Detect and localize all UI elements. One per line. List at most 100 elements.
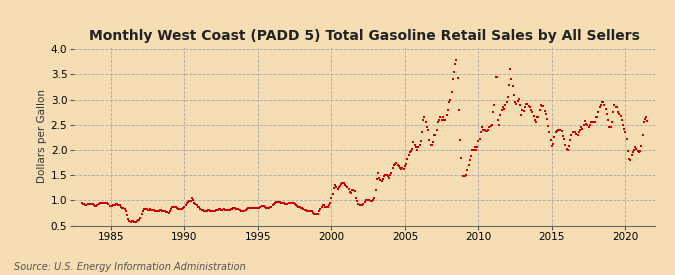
Point [182, 201, 192, 205]
Point [173, 207, 184, 211]
Point [362, 198, 373, 202]
Point [588, 120, 599, 125]
Point [603, 117, 614, 122]
Point [502, 95, 513, 99]
Point [474, 137, 485, 141]
Point [243, 206, 254, 211]
Point [141, 207, 152, 211]
Point [379, 174, 389, 178]
Point [337, 180, 348, 185]
Point [292, 204, 302, 208]
Point [270, 201, 281, 205]
Point [194, 205, 205, 210]
Point [568, 130, 579, 134]
Point [267, 203, 278, 208]
Point [265, 205, 275, 210]
Point [439, 117, 450, 122]
Point [353, 202, 364, 206]
Point [370, 188, 381, 192]
Point [321, 205, 332, 209]
Point [282, 202, 293, 207]
Point [554, 128, 564, 132]
Point [566, 133, 577, 137]
Point [99, 201, 110, 205]
Point [206, 209, 217, 213]
Point [632, 149, 643, 153]
Point [134, 218, 144, 222]
Point [87, 202, 98, 207]
Point [288, 201, 299, 205]
Point [547, 142, 558, 146]
Point [421, 120, 431, 125]
Point [387, 165, 398, 170]
Point [158, 209, 169, 213]
Point [78, 202, 88, 206]
Point [311, 212, 322, 216]
Point [271, 200, 281, 204]
Point [389, 163, 400, 167]
Point [157, 209, 168, 213]
Point [406, 149, 416, 154]
Point [180, 203, 191, 208]
Point [179, 205, 190, 209]
Point [333, 185, 344, 189]
Point [252, 206, 263, 211]
Point [300, 208, 311, 213]
Point [606, 120, 617, 125]
Point [88, 203, 99, 208]
Point [431, 128, 442, 132]
Point [565, 138, 576, 142]
Point [613, 110, 624, 114]
Point [315, 207, 326, 211]
Point [396, 167, 406, 171]
Point [174, 207, 185, 211]
Point [102, 201, 113, 205]
Point [448, 77, 458, 82]
Point [517, 108, 528, 112]
Point [490, 75, 501, 79]
Point [442, 108, 453, 112]
Point [107, 204, 117, 208]
Point [155, 208, 165, 213]
Point [278, 201, 289, 205]
Point [296, 206, 307, 211]
Point [589, 120, 600, 125]
Point [105, 204, 116, 208]
Point [211, 208, 222, 213]
Point [136, 212, 147, 217]
Point [248, 206, 259, 211]
Point [499, 106, 510, 111]
Point [125, 220, 136, 224]
Point [630, 145, 641, 150]
Point [279, 202, 290, 206]
Point [256, 204, 267, 208]
Point [250, 206, 261, 211]
Point [568, 130, 578, 134]
Point [272, 200, 283, 204]
Point [523, 103, 534, 108]
Point [468, 148, 479, 152]
Point [329, 183, 340, 188]
Point [188, 198, 198, 202]
Point [306, 209, 317, 214]
Point [626, 153, 637, 157]
Point [189, 201, 200, 205]
Point [539, 109, 550, 113]
Point [81, 203, 92, 207]
Point [424, 138, 435, 142]
Point [454, 108, 464, 112]
Point [96, 201, 107, 205]
Point [132, 219, 142, 224]
Point [526, 108, 537, 112]
Point [558, 134, 568, 138]
Point [230, 207, 241, 211]
Point [95, 201, 105, 205]
Point [118, 206, 129, 211]
Point [221, 208, 232, 212]
Point [287, 201, 298, 205]
Point [314, 209, 325, 214]
Point [576, 125, 587, 130]
Point [299, 208, 310, 213]
Point [251, 206, 262, 211]
Point [401, 162, 412, 166]
